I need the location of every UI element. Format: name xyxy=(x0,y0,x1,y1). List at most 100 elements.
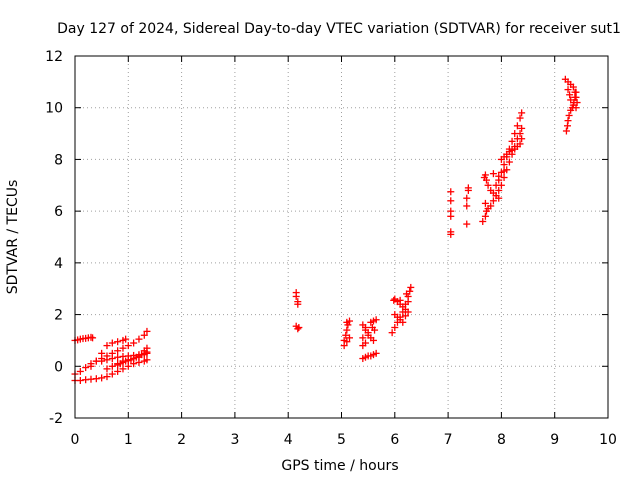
data-point xyxy=(407,283,415,291)
data-point xyxy=(500,174,508,182)
data-point xyxy=(572,88,580,96)
data-point xyxy=(388,329,396,337)
data-point xyxy=(143,356,151,364)
data-point xyxy=(479,217,487,225)
data-point xyxy=(463,194,471,202)
chart-title: Day 127 of 2024, Sidereal Day-to-day VTE… xyxy=(57,21,621,37)
data-point xyxy=(489,170,497,178)
data-point xyxy=(372,316,380,324)
x-tick-label: 2 xyxy=(177,432,186,448)
data-series-segment-13 xyxy=(447,184,472,238)
data-point xyxy=(361,326,369,334)
data-point xyxy=(463,202,471,210)
data-point xyxy=(108,339,116,347)
data-point xyxy=(343,326,351,334)
data-point xyxy=(565,111,573,119)
data-point xyxy=(403,290,411,298)
x-tick-label: 3 xyxy=(230,432,239,448)
data-point xyxy=(343,338,351,346)
data-point xyxy=(103,356,111,364)
data-series-segment-18 xyxy=(561,75,581,112)
data-point xyxy=(513,122,521,130)
x-tick-label: 6 xyxy=(390,432,399,448)
data-point xyxy=(76,377,84,385)
data-point xyxy=(390,296,398,304)
y-tick-label: 6 xyxy=(54,204,63,220)
y-tick-label: -2 xyxy=(49,411,63,427)
data-point xyxy=(143,327,151,335)
data-point xyxy=(295,324,303,331)
y-tick-label: 8 xyxy=(54,152,63,168)
data-point xyxy=(481,171,489,179)
data-point xyxy=(511,130,519,138)
data-point xyxy=(114,367,122,375)
data-point xyxy=(562,127,570,135)
data-point xyxy=(108,355,116,363)
x-tick-label: 5 xyxy=(337,432,346,448)
data-point xyxy=(495,186,503,194)
data-point xyxy=(518,135,526,143)
data-series-segment-8 xyxy=(292,289,303,333)
data-point xyxy=(87,362,95,370)
data-series-segment-15 xyxy=(487,124,526,210)
data-point xyxy=(500,167,508,175)
data-point xyxy=(372,349,380,357)
grid-lines xyxy=(75,56,608,418)
data-point xyxy=(119,365,127,373)
y-axis-label: SDTVAR / TECUs xyxy=(5,180,21,295)
data-point xyxy=(564,86,572,94)
x-tick-label: 10 xyxy=(599,432,617,448)
data-point xyxy=(518,124,526,132)
y-tick-label: 4 xyxy=(54,256,63,272)
data-point xyxy=(568,104,576,112)
y-tick-label: 12 xyxy=(45,49,63,65)
data-point xyxy=(492,192,500,200)
data-point xyxy=(76,367,84,375)
data-series-segment-2 xyxy=(71,356,151,385)
data-point xyxy=(345,317,353,325)
data-point xyxy=(564,117,572,125)
data-point xyxy=(447,228,455,236)
data-series-segment-17 xyxy=(489,135,526,180)
data-point xyxy=(122,335,130,343)
data-point xyxy=(359,342,367,350)
data-point xyxy=(342,331,350,339)
data-point xyxy=(368,324,376,331)
data-point xyxy=(492,181,500,189)
data-point xyxy=(399,318,407,326)
data-point xyxy=(505,158,513,166)
data-series-segment-9 xyxy=(340,317,353,350)
x-tick-label: 4 xyxy=(284,432,293,448)
data-point xyxy=(130,339,138,347)
data-point xyxy=(138,351,146,359)
data-point xyxy=(391,324,399,331)
x-tick-label: 9 xyxy=(550,432,559,448)
data-point xyxy=(92,375,100,383)
data-point xyxy=(481,199,489,207)
data-point xyxy=(119,344,127,352)
data-point xyxy=(103,365,111,373)
data-series-segment-11 xyxy=(359,349,380,363)
x-tick-label: 1 xyxy=(124,432,133,448)
x-tick-label: 7 xyxy=(444,432,453,448)
data-point xyxy=(570,99,578,107)
data-point xyxy=(364,331,372,339)
data-series-segment-12 xyxy=(388,283,415,337)
data-point xyxy=(294,300,302,308)
data-point xyxy=(447,197,455,205)
data-point xyxy=(369,336,377,344)
data-point xyxy=(359,334,367,342)
data-point xyxy=(447,207,455,215)
data-point xyxy=(140,331,148,339)
data-point xyxy=(484,181,492,189)
data-point xyxy=(103,373,111,381)
data-point xyxy=(89,334,97,342)
data-point xyxy=(508,137,516,145)
data-point xyxy=(500,161,508,169)
data-point xyxy=(464,184,472,192)
data-series-segment-19 xyxy=(562,88,580,135)
data-point xyxy=(566,91,574,99)
data-point xyxy=(447,188,455,196)
